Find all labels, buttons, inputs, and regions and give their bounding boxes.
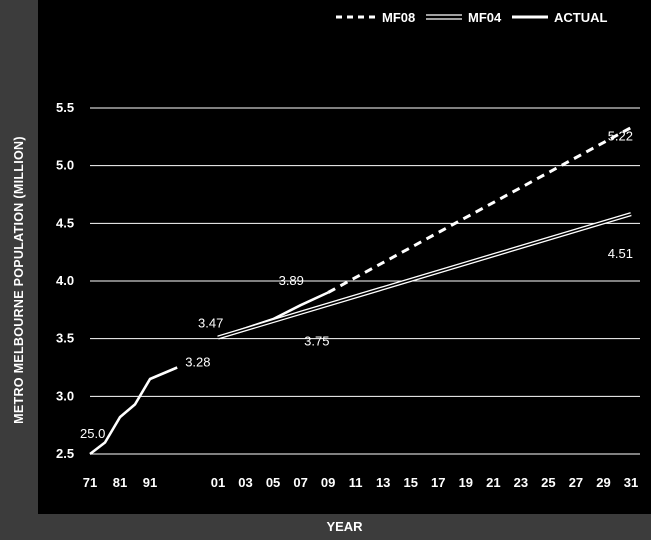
legend-label: MF08	[382, 10, 415, 25]
series-line-actual	[89, 366, 178, 456]
x-tick-label: 23	[514, 475, 528, 490]
y-tick-label: 4.0	[56, 273, 74, 288]
data-label: 3.28	[185, 355, 210, 370]
series-line-mf04-inner	[217, 213, 632, 339]
y-tick-label: 3.0	[56, 388, 74, 403]
legend-label: ACTUAL	[554, 10, 607, 25]
data-label: 3.47	[198, 316, 223, 331]
x-tick-label: 81	[113, 475, 127, 490]
y-tick-label: 2.5	[56, 446, 74, 461]
x-tick-label: 07	[293, 475, 307, 490]
x-tick-label: 31	[624, 475, 638, 490]
x-tick-label: 05	[266, 475, 280, 490]
y-tick-label: 4.5	[56, 215, 74, 230]
x-tick-label: 25	[541, 475, 555, 490]
x-tick-label: 15	[403, 475, 417, 490]
legend-label: MF04	[468, 10, 502, 25]
series-line-mf08	[327, 126, 632, 294]
x-tick-label: 29	[596, 475, 610, 490]
data-label: 25.0	[80, 426, 105, 441]
x-axis-title: YEAR	[326, 519, 363, 534]
x-tick-label: 17	[431, 475, 445, 490]
x-tick-label: 03	[238, 475, 252, 490]
x-tick-label: 09	[321, 475, 335, 490]
plot-area	[38, 0, 651, 514]
x-tick-label: 13	[376, 475, 390, 490]
x-tick-label: 19	[459, 475, 473, 490]
data-label: 4.51	[608, 246, 633, 261]
y-tick-label: 5.5	[56, 100, 74, 115]
x-tick-label: 11	[349, 475, 363, 490]
x-tick-label: 91	[143, 475, 157, 490]
y-tick-label: 3.5	[56, 331, 74, 346]
x-tick-label: 27	[569, 475, 583, 490]
x-tick-label: 71	[83, 475, 97, 490]
x-tick-label: 01	[211, 475, 225, 490]
x-tick-label: 21	[486, 475, 500, 490]
y-tick-label: 5.0	[56, 158, 74, 173]
data-label: 3.75	[304, 333, 329, 348]
data-label: 3.89	[279, 273, 304, 288]
data-label: 5.22	[608, 129, 633, 144]
y-axis-band: METRO MELBOURNE POPULATION (MILLION)	[0, 0, 38, 514]
